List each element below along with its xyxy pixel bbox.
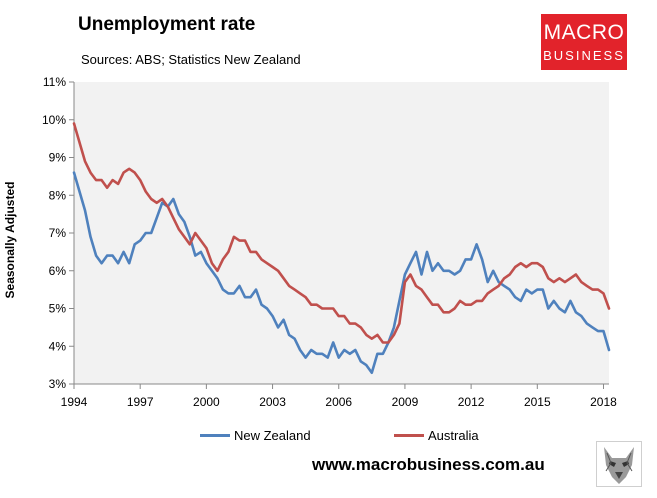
x-tick-label: 2000 [193, 395, 220, 409]
website-url: www.macrobusiness.com.au [312, 455, 545, 474]
y-tick-label: 5% [49, 302, 67, 316]
chart-title: Unemployment rate [78, 14, 256, 35]
series-line-new-zealand [72, 171, 611, 375]
line-chart: 3% 4% 5% 6% 7% 8% 9% 10% 11% 1994 1997 2000 2003 200… [42, 75, 617, 409]
y-tick-label: 8% [49, 188, 67, 202]
x-tick-label: 1997 [127, 395, 154, 409]
x-tick-label: 2006 [325, 395, 352, 409]
macrobusiness-logo: MACRO BUSINESS [541, 14, 627, 70]
legend-swatch-new-zealand [200, 434, 230, 437]
y-tick-label: 3% [49, 377, 67, 391]
y-tick-label: 7% [49, 226, 67, 240]
x-tick-label: 1994 [61, 395, 88, 409]
y-tick-label: 11% [43, 75, 66, 89]
logo-line-2: BUSINESS [543, 48, 625, 63]
y-tick-label: 9% [49, 151, 67, 165]
y-tick-label: 10% [42, 113, 66, 127]
series-group [72, 122, 611, 375]
x-axis: 1994 1997 2000 2003 2006 2009 2012 2015 2018 [61, 383, 617, 409]
x-tick-label: 2015 [524, 395, 551, 409]
y-axis: 3% 4% 5% 6% 7% 8% 9% 10% 11% [42, 75, 75, 391]
series-line-australia [72, 122, 611, 344]
x-tick-label: 2003 [259, 395, 286, 409]
wolf-head-icon [596, 441, 642, 487]
logo-line-1: MACRO [543, 21, 625, 44]
x-tick-label: 2018 [590, 395, 617, 409]
y-tick-label: 4% [49, 339, 67, 353]
x-tick-label: 2012 [458, 395, 485, 409]
legend-swatch-australia [394, 434, 424, 437]
y-tick-label: 6% [49, 264, 67, 278]
legend-label-australia: Australia [428, 428, 479, 443]
legend-label-new-zealand: New Zealand [234, 428, 311, 443]
chart-subtitle: Sources: ABS; Statistics New Zealand [81, 52, 301, 67]
x-tick-label: 2009 [392, 395, 419, 409]
plot-area [74, 82, 609, 384]
